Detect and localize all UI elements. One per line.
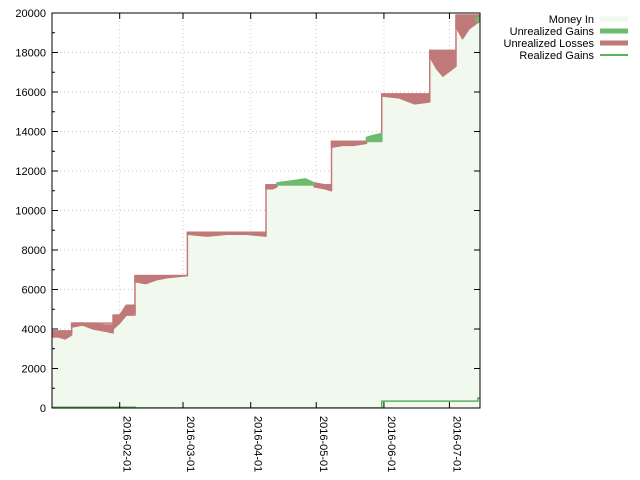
- legend-swatch-unrealized-losses: [600, 40, 628, 46]
- band-unrealized-gains-1: [365, 132, 383, 143]
- y-tick-label-14000: 14000: [15, 127, 46, 139]
- legend-label-money-in: Money In: [549, 14, 594, 26]
- x-tick-label-2016-04-01: 2016-04-01: [252, 416, 264, 472]
- x-tick-label-2016-03-01: 2016-03-01: [184, 416, 196, 472]
- y-tick-label-20000: 20000: [15, 8, 46, 20]
- y-tick-label-6000: 6000: [22, 285, 46, 297]
- band-unrealized-losses-6: [313, 182, 333, 192]
- y-tick-label-0: 0: [40, 403, 46, 415]
- x-tick-label-2016-06-01: 2016-06-01: [385, 416, 397, 472]
- legend-label-unrealized-losses: Unrealized Losses: [504, 38, 595, 50]
- legend-swatch-unrealized-gains: [600, 28, 628, 34]
- band-unrealized-losses-4: [186, 231, 267, 237]
- x-tick-label-2016-07-01: 2016-07-01: [450, 416, 462, 472]
- y-tick-label-8000: 8000: [22, 245, 46, 257]
- band-unrealized-losses-7: [330, 140, 368, 149]
- band-unrealized-losses-8: [380, 93, 431, 105]
- series-realized-gains: [52, 397, 480, 408]
- band-unrealized-losses-0: [52, 330, 73, 340]
- y-tick-label-2000: 2000: [22, 364, 46, 376]
- plot-area: [52, 14, 480, 408]
- band-unrealized-losses-1: [70, 322, 114, 334]
- legend-swatch-money-in: [600, 16, 628, 22]
- y-tick-label-4000: 4000: [22, 324, 46, 336]
- band-unrealized-losses-5: [265, 184, 278, 190]
- band-unrealized-losses-9: [429, 49, 457, 77]
- band-unrealized-gains-0: [276, 178, 315, 186]
- legend-label-unrealized-gains: Unrealized Gains: [510, 26, 595, 38]
- y-tick-label-16000: 16000: [15, 87, 46, 99]
- y-tick-label-12000: 12000: [15, 166, 46, 178]
- band-unrealized-losses-10: [455, 14, 480, 40]
- band-unrealized-losses-3: [134, 274, 189, 285]
- band-unrealized-gains-2: [474, 16, 480, 22]
- legend-swatch-realized-gains: [600, 54, 628, 56]
- y-tick-label-10000: 10000: [15, 206, 46, 218]
- x-tick-label-2016-05-01: 2016-05-01: [317, 416, 329, 472]
- x-tick-label-2016-02-01: 2016-02-01: [121, 416, 133, 472]
- legend-label-realized-gains: Realized Gains: [519, 50, 594, 62]
- band-unrealized-losses-2: [112, 304, 136, 330]
- y-tick-label-18000: 18000: [15, 48, 46, 60]
- axes: 0 2000 4000 6000 8000 10000 12000 14000 16000 180…: [15, 8, 481, 472]
